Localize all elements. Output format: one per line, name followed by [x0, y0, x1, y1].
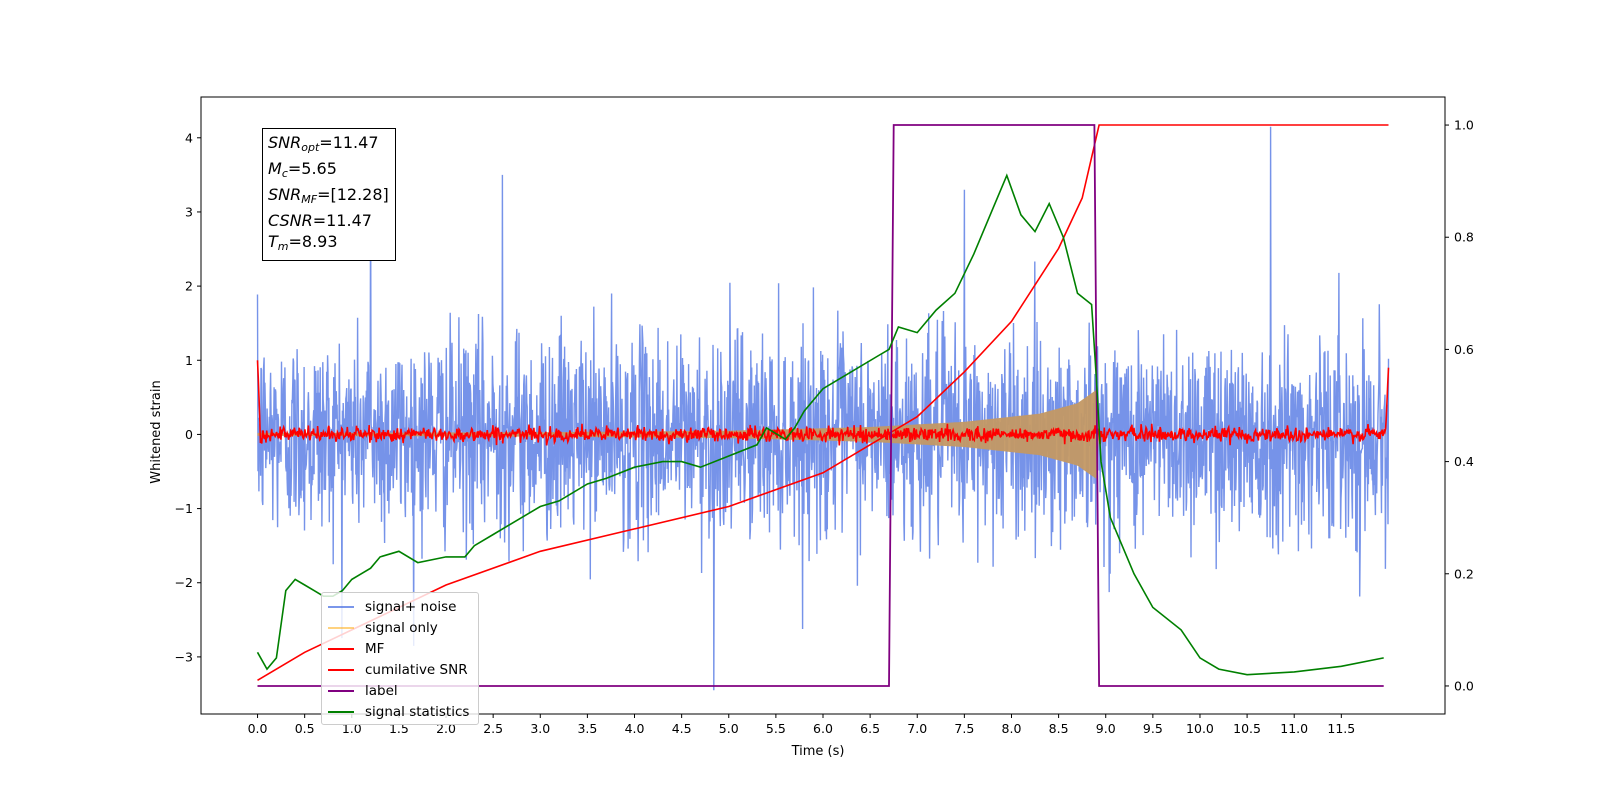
- x-tick-label: 6.5: [860, 721, 880, 736]
- legend-swatch: [328, 647, 354, 650]
- y-left-tick-label: 1: [185, 353, 193, 368]
- x-tick-label: 8.5: [1049, 721, 1069, 736]
- x-tick-label: 7.0: [907, 721, 927, 736]
- x-tick-label: 9.0: [1096, 721, 1116, 736]
- x-tick-label: 9.5: [1143, 721, 1163, 736]
- y-left-tick-label: 0: [185, 427, 193, 442]
- series-signal-statistics: [256, 173, 1384, 676]
- legend: signal+ noise signal only MF cumilative …: [321, 592, 479, 725]
- x-axis-label: Time (s): [791, 744, 845, 759]
- annotation-snr-mf: SNRMF=[12.28]: [268, 185, 389, 206]
- y-left-tick-label: −3: [175, 649, 193, 664]
- legend-swatch: [328, 668, 354, 671]
- legend-swatch: [328, 626, 354, 629]
- x-tick-label: 2.5: [483, 721, 503, 736]
- y-right-tick-label: 0.2: [1454, 566, 1474, 581]
- mf-line: [256, 360, 1390, 446]
- x-tick-label: 5.5: [766, 721, 786, 736]
- annotation-csnr: CSNR=11.47: [268, 211, 372, 230]
- y-left-tick-label: 3: [185, 204, 193, 219]
- x-tick-label: 6.0: [813, 721, 833, 736]
- y-left-tick-label: −1: [175, 501, 193, 516]
- x-tick-label: 10.0: [1186, 721, 1214, 736]
- x-tick-label: 4.5: [672, 721, 692, 736]
- y-left-tick-label: 4: [185, 130, 193, 145]
- legend-item-label: label: [322, 680, 478, 701]
- legend-swatch: [328, 689, 354, 692]
- y-left-tick-label: −2: [175, 575, 193, 590]
- y-right-tick-label: 0.8: [1454, 230, 1474, 245]
- legend-label: MF: [365, 640, 385, 657]
- legend-item-signal-statistics: signal statistics: [322, 701, 478, 722]
- legend-label: cumilative SNR: [365, 661, 468, 678]
- annotation-box: SNRopt=11.47 Mc=5.65 SNRMF=[12.28] CSNR=…: [262, 128, 396, 261]
- y-right-tick-label: 0.4: [1454, 454, 1474, 469]
- legend-item-mf: MF: [322, 638, 478, 659]
- x-tick-label: 11.0: [1280, 721, 1308, 736]
- series-mf: [256, 360, 1390, 446]
- x-tick-label: 4.0: [625, 721, 645, 736]
- legend-item-signal-noise: signal+ noise: [322, 596, 478, 617]
- signal-noise-line: [256, 126, 1390, 691]
- x-tick-label: 0.0: [248, 721, 268, 736]
- x-tick-label: 8.0: [1002, 721, 1022, 736]
- x-tick-label: 3.0: [530, 721, 550, 736]
- x-tick-label: 11.5: [1327, 721, 1355, 736]
- y-right-tick-label: 0.0: [1454, 678, 1474, 693]
- y-left-tick-label: 2: [185, 279, 193, 294]
- x-tick-label: 5.0: [719, 721, 739, 736]
- y-right-tick-label: 1.0: [1454, 118, 1474, 133]
- x-tick-label: 7.5: [954, 721, 974, 736]
- x-tick-label: 0.5: [295, 721, 315, 736]
- y-axis-label: Whitened strain: [149, 380, 164, 483]
- y-right-tick-label: 0.6: [1454, 342, 1474, 357]
- annotation-tm: Tm=8.93: [268, 232, 338, 253]
- legend-label: label: [365, 682, 398, 699]
- annotation-mc: Mc=5.65: [268, 159, 337, 180]
- x-tick-label: 3.5: [577, 721, 597, 736]
- signal-statistics-line: [256, 173, 1384, 676]
- legend-swatch: [328, 605, 354, 608]
- legend-label: signal only: [365, 619, 438, 636]
- annotation-snr-opt: SNRopt=11.47: [268, 133, 379, 154]
- legend-label: signal statistics: [365, 703, 470, 720]
- label-line: [257, 124, 1384, 687]
- series-label: [257, 124, 1384, 687]
- legend-item-cumulative-snr: cumilative SNR: [322, 659, 478, 680]
- legend-swatch: [328, 710, 354, 713]
- series-signal-noise: [256, 126, 1390, 691]
- legend-item-signal-only: signal only: [322, 617, 478, 638]
- legend-label: signal+ noise: [365, 598, 457, 615]
- x-tick-label: 10.5: [1233, 721, 1261, 736]
